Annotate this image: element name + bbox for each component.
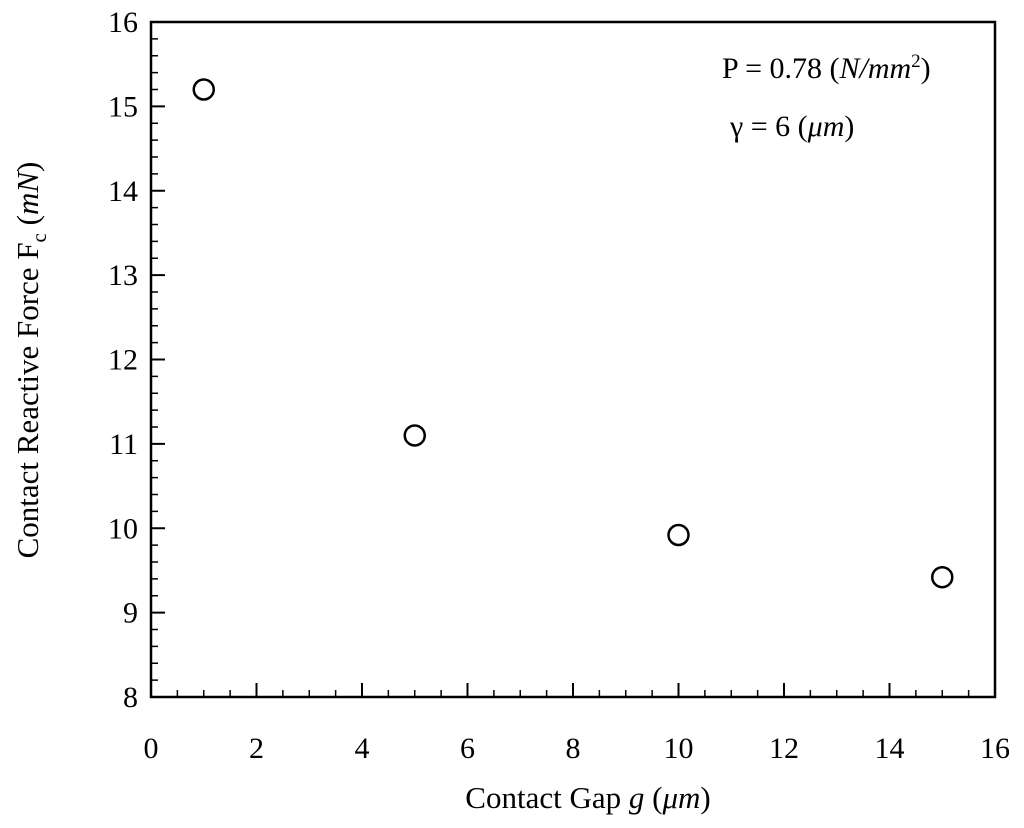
x-tick-label: 16 — [980, 732, 1010, 765]
data-point — [667, 523, 690, 547]
x-tick-label: 8 — [566, 732, 581, 765]
data-point — [403, 424, 426, 447]
x-tick-label: 14 — [875, 732, 905, 765]
x-tick-label: 6 — [460, 732, 475, 765]
x-tick-label: 4 — [355, 732, 370, 765]
gamma-annotation: γ = 6 (μm) — [729, 110, 854, 143]
y-tick-label: 11 — [109, 428, 138, 461]
y-tick-label: 13 — [108, 259, 138, 292]
y-tick-label: 8 — [123, 681, 138, 714]
y-tick-label: 16 — [108, 6, 138, 39]
y-tick-label: 10 — [108, 512, 138, 545]
pressure-annotation: P = 0.78 (N/mm2) — [722, 51, 931, 85]
data-points — [192, 78, 954, 589]
y-tick-label: 9 — [123, 597, 138, 630]
x-tick-label: 10 — [664, 732, 694, 765]
x-tick-labels: 0 2 4 6 8 10 12 14 16 — [144, 732, 1011, 765]
y-axis-label: Contact Reactive Force Fc (mN) — [10, 162, 51, 559]
y-tick-label: 14 — [108, 175, 138, 208]
y-tick-label: 15 — [108, 90, 138, 123]
plot-frame — [149, 20, 997, 699]
x-tick-label: 0 — [144, 732, 159, 765]
data-point — [931, 565, 954, 589]
y-tick-label: 12 — [108, 344, 138, 377]
x-axis-label: Contact Gap g (μm) — [465, 780, 710, 815]
x-tick-label: 12 — [769, 732, 799, 765]
y-tick-labels: 8 9 10 11 12 13 14 15 16 — [108, 6, 138, 714]
x-tick-label: 2 — [249, 732, 264, 765]
data-point — [192, 78, 215, 101]
